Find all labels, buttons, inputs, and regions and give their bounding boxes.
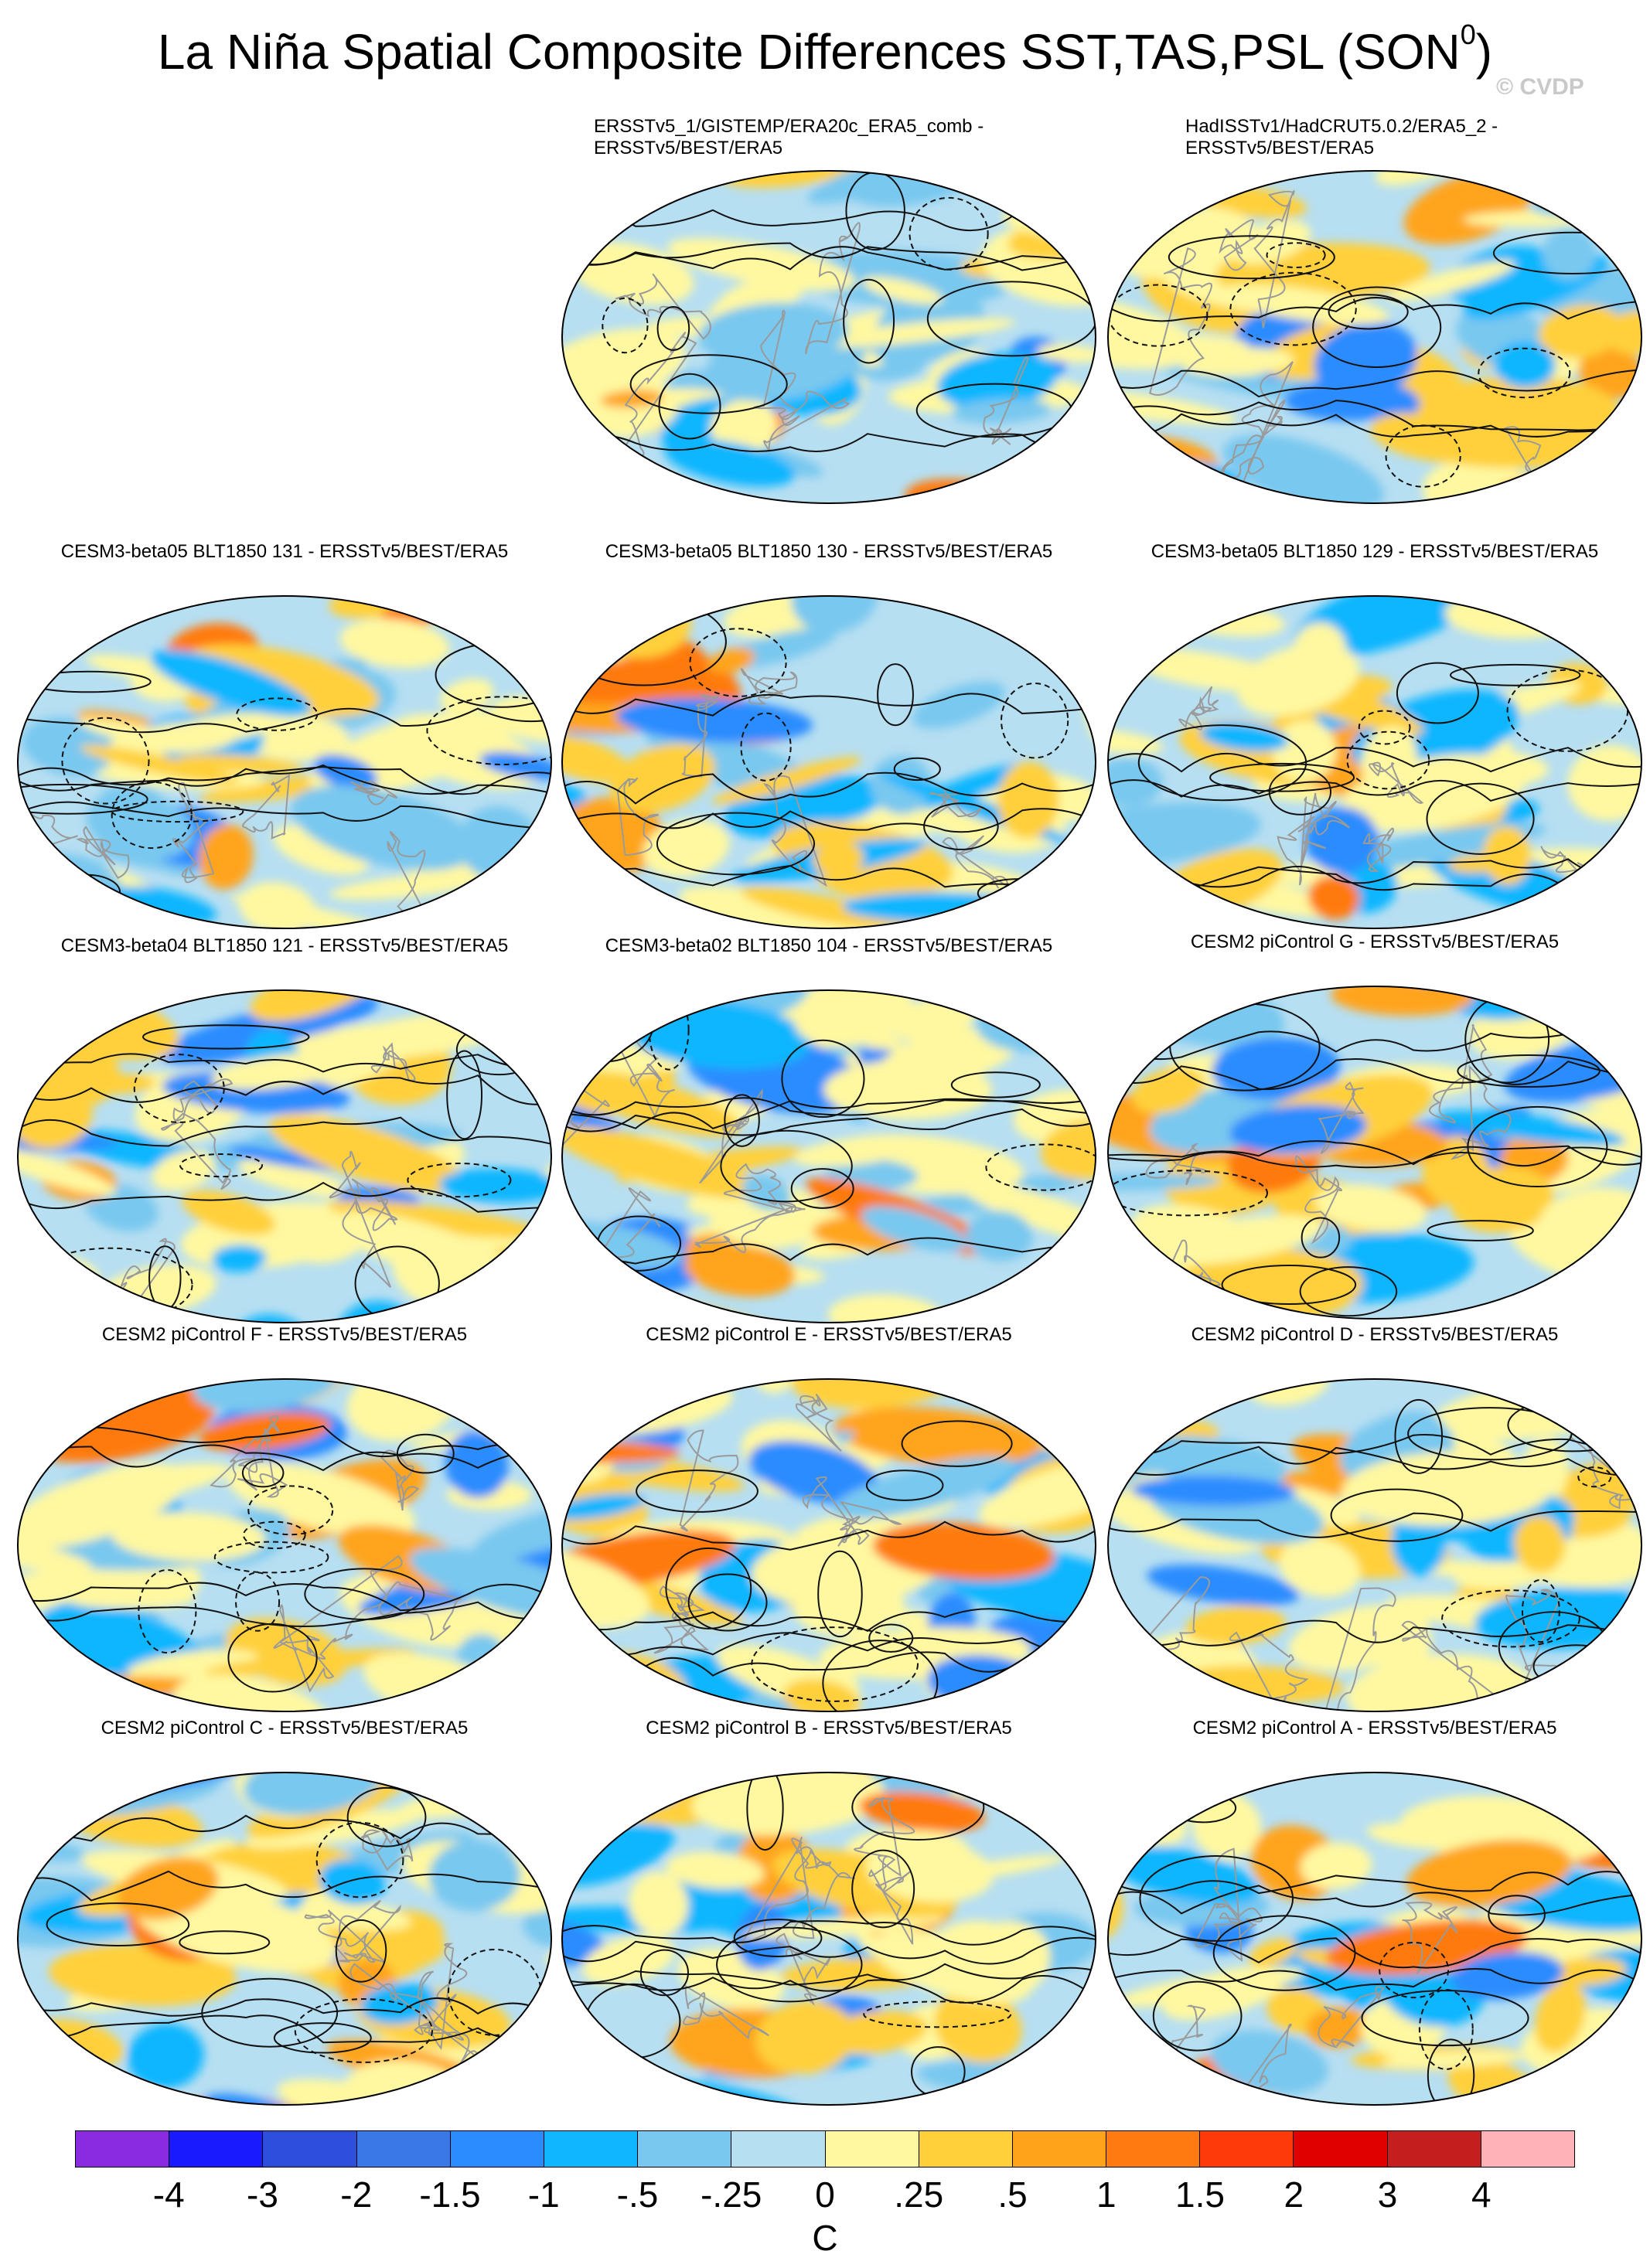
map-panel-1: ERSSTv5_1/GISTEMP/ERA20c_ERA5_comb - ERS… — [558, 116, 1099, 504]
colorbar-tick-label: 2 — [1284, 2174, 1304, 2215]
panel-title: CESM3-beta05 BLT1850 129 - ERSSTv5/BEST/… — [1151, 541, 1599, 562]
title-end: ) — [1475, 24, 1493, 80]
map-panel-3: CESM3-beta05 BLT1850 131 - ERSSTv5/BEST/… — [14, 541, 555, 929]
map-panel-4: CESM3-beta05 BLT1850 130 - ERSSTv5/BEST/… — [558, 541, 1099, 929]
map-plot — [561, 989, 1096, 1323]
colorbar-tick-label: -.25 — [701, 2174, 762, 2215]
panel-title: CESM3-beta05 BLT1850 131 - ERSSTv5/BEST/… — [60, 541, 509, 562]
colorbar-swatch — [544, 2131, 639, 2167]
colorbar-tick-label: 1.5 — [1175, 2174, 1225, 2215]
map-plot — [1107, 595, 1642, 929]
map-plot — [561, 595, 1096, 929]
colorbar-tick-label: -1 — [527, 2174, 560, 2215]
title-superscript: 0 — [1460, 19, 1476, 50]
watermark: © CVDP — [1496, 74, 1584, 100]
colorbar-tick-label: -2 — [340, 2174, 373, 2215]
panel-title: CESM2 piControl B - ERSSTv5/BEST/ERA5 — [646, 1718, 1012, 1738]
panel-title: ERSSTv5_1/GISTEMP/ERA20c_ERA5_comb - ERS… — [594, 116, 984, 158]
title-main: La Niña Spatial Composite Differences SS… — [157, 24, 1461, 80]
colorbar-swatch — [825, 2131, 919, 2167]
colorbar-tick-label: -.5 — [616, 2174, 659, 2215]
map-plot — [561, 1378, 1096, 1712]
panel-title: CESM2 piControl G - ERSSTv5/BEST/ERA5 — [1190, 931, 1560, 952]
map-plot — [17, 1378, 552, 1712]
colorbar — [75, 2130, 1575, 2168]
map-panel-9: CESM2 piControl F - ERSSTv5/BEST/ERA5 — [14, 1324, 555, 1712]
panel-title: CESM2 piControl C - ERSSTv5/BEST/ERA5 — [101, 1718, 469, 1738]
map-panel-12: CESM2 piControl C - ERSSTv5/BEST/ERA5 — [14, 1718, 555, 2106]
panel-title: CESM2 piControl E - ERSSTv5/BEST/ERA5 — [646, 1324, 1012, 1345]
panel-title: CESM3-beta05 BLT1850 130 - ERSSTv5/BEST/… — [605, 541, 1053, 562]
map-panel-10: CESM2 piControl E - ERSSTv5/BEST/ERA5 — [558, 1324, 1099, 1712]
colorbar-tick-label: .5 — [997, 2174, 1028, 2215]
map-plot — [1107, 1772, 1642, 2106]
colorbar-swatch — [1200, 2131, 1294, 2167]
map-panel-11: CESM2 piControl D - ERSSTv5/BEST/ERA5 — [1104, 1324, 1645, 1712]
panel-title: CESM2 piControl F - ERSSTv5/BEST/ERA5 — [101, 1324, 468, 1345]
map-plot — [17, 1772, 552, 2106]
map-plot — [1107, 1378, 1642, 1712]
colorbar-swatch — [450, 2131, 544, 2167]
colorbar-swatch — [919, 2131, 1013, 2167]
map-panel-5: CESM3-beta05 BLT1850 129 - ERSSTv5/BEST/… — [1104, 541, 1645, 929]
map-panel-8: CESM2 piControl G - ERSSTv5/BEST/ERA5 — [1104, 931, 1645, 1320]
colorbar-swatch — [169, 2131, 264, 2167]
map-plot — [1107, 170, 1642, 504]
panel-title: HadISSTv1/HadCRUT5.0.2/ERA5_2 - ERSSTv5/… — [1185, 116, 1498, 158]
panel-title: CESM3-beta02 BLT1850 104 - ERSSTv5/BEST/… — [605, 935, 1053, 956]
map-plot — [561, 170, 1096, 504]
colorbar-swatch — [1106, 2131, 1201, 2167]
colorbar-tick-label: -4 — [152, 2174, 185, 2215]
panel-title: CESM3-beta04 BLT1850 121 - ERSSTv5/BEST/… — [60, 935, 509, 956]
map-plot — [1107, 986, 1642, 1320]
map-plot — [17, 595, 552, 929]
map-panel-7: CESM3-beta02 BLT1850 104 - ERSSTv5/BEST/… — [558, 935, 1099, 1323]
figure-title: La Niña Spatial Composite Differences SS… — [0, 19, 1650, 80]
colorbar-swatch — [76, 2131, 170, 2167]
colorbar-tick-label: 1 — [1096, 2174, 1116, 2215]
colorbar-swatch — [1294, 2131, 1388, 2167]
colorbar-swatch — [1481, 2131, 1574, 2167]
colorbar-tick-label: .25 — [894, 2174, 944, 2215]
colorbar-swatch — [731, 2131, 826, 2167]
map-panel-14: CESM2 piControl A - ERSSTv5/BEST/ERA5 — [1104, 1718, 1645, 2106]
colorbar-tick-label: 0 — [815, 2174, 835, 2215]
map-plot — [17, 989, 552, 1323]
colorbar-swatch — [1012, 2131, 1107, 2167]
colorbar-swatch — [638, 2131, 732, 2167]
colorbar-swatch — [356, 2131, 451, 2167]
map-panel-13: CESM2 piControl B - ERSSTv5/BEST/ERA5 — [558, 1718, 1099, 2106]
colorbar-tick-label: -1.5 — [419, 2174, 481, 2215]
colorbar-tick-label: 4 — [1471, 2174, 1491, 2215]
colorbar-swatch — [263, 2131, 357, 2167]
panel-title: CESM2 piControl A - ERSSTv5/BEST/ERA5 — [1192, 1718, 1557, 1738]
map-panel-2: HadISSTv1/HadCRUT5.0.2/ERA5_2 - ERSSTv5/… — [1104, 116, 1645, 504]
colorbar-tick-label: 3 — [1377, 2174, 1398, 2215]
colorbar-swatch — [1387, 2131, 1481, 2167]
map-plot — [561, 1772, 1096, 2106]
colorbar-units: C — [812, 2218, 838, 2258]
map-panel-6: CESM3-beta04 BLT1850 121 - ERSSTv5/BEST/… — [14, 935, 555, 1323]
colorbar-tick-label: -3 — [247, 2174, 278, 2215]
panel-title: CESM2 piControl D - ERSSTv5/BEST/ERA5 — [1191, 1324, 1559, 1345]
